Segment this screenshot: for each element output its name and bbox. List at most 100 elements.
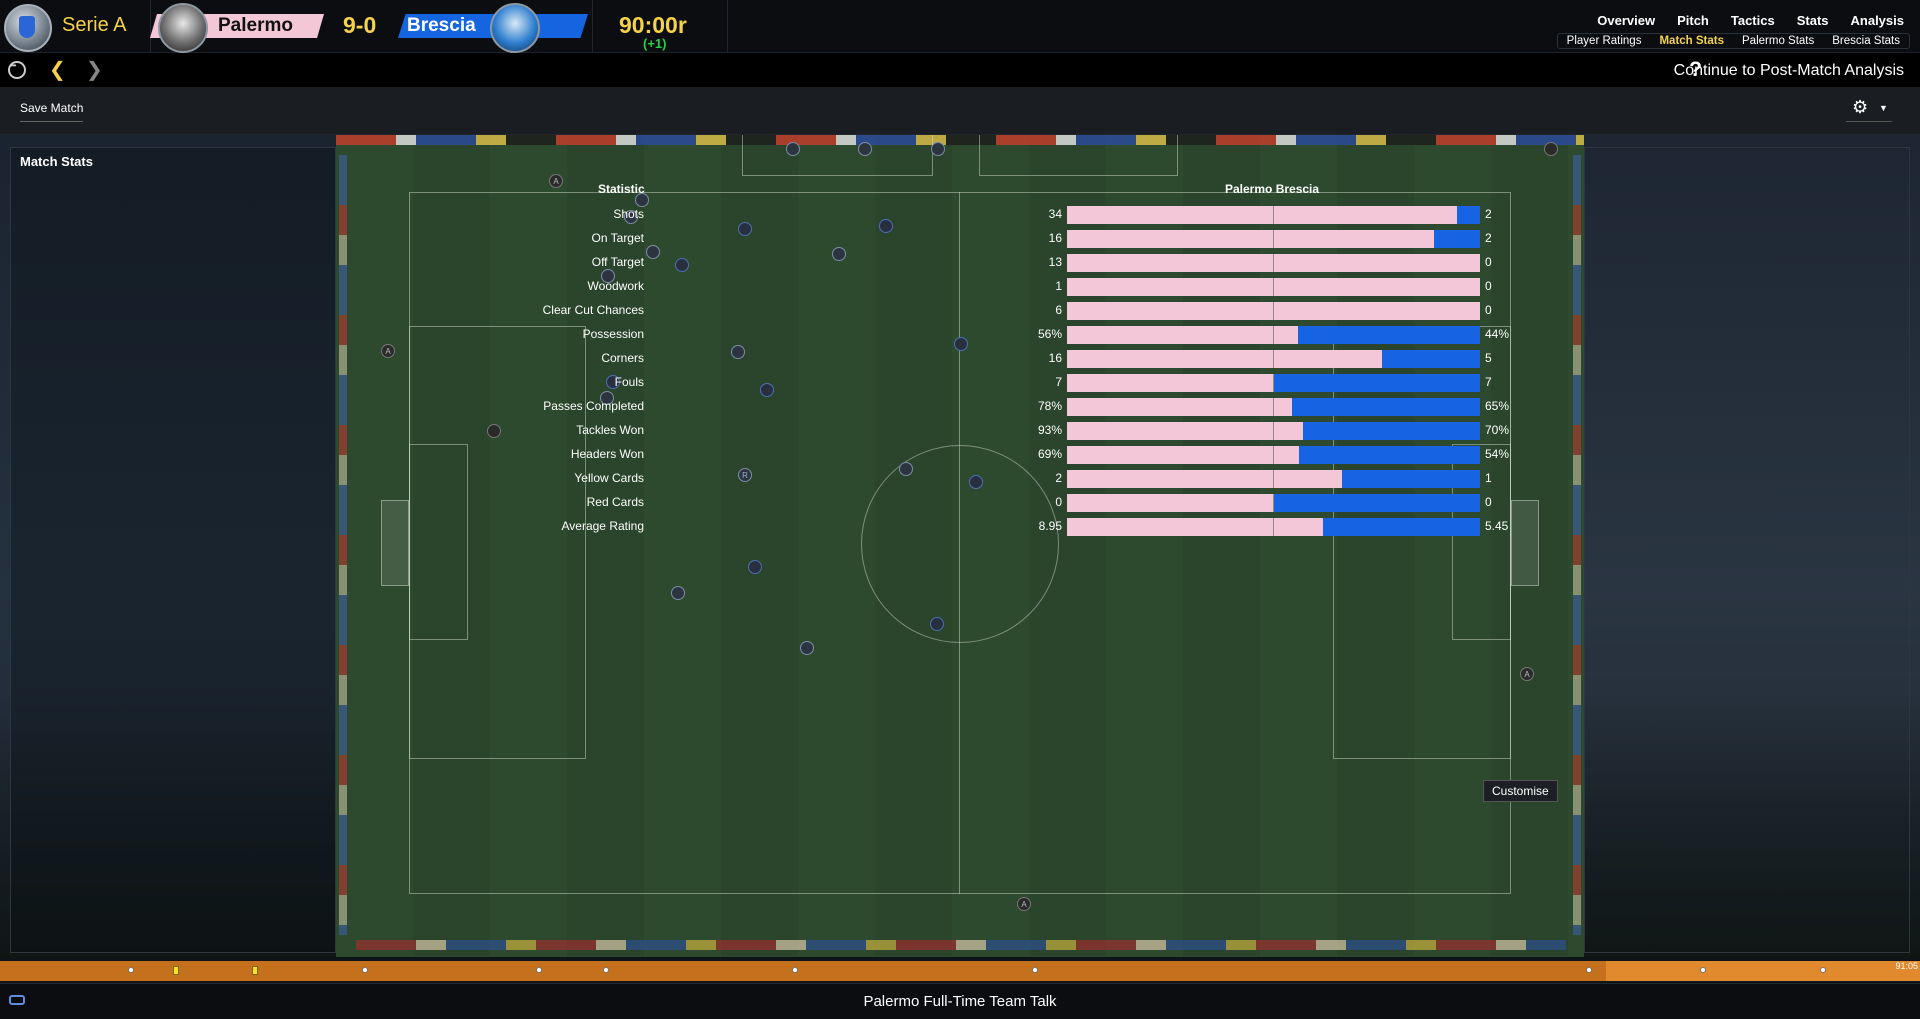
tab-analysis[interactable]: Analysis	[1850, 13, 1904, 28]
timeline-event-marker[interactable]	[536, 967, 542, 973]
yellow-card-icon[interactable]	[252, 966, 258, 975]
referee-marker[interactable]: A	[549, 174, 563, 188]
away-team-name[interactable]: Brescia	[407, 15, 476, 36]
away-value: 1	[1485, 471, 1492, 485]
player-marker[interactable]	[675, 258, 689, 272]
player-marker[interactable]	[606, 375, 620, 389]
timeline-time: 91:05	[1895, 961, 1918, 971]
bar-midpoint	[1273, 206, 1274, 224]
keyboard-icon[interactable]	[9, 995, 25, 1005]
match-timeline[interactable]: 91:05	[0, 961, 1920, 981]
tab-pitch[interactable]: Pitch	[1677, 13, 1709, 28]
home-share-fill	[1067, 518, 1323, 536]
player-marker[interactable]	[760, 383, 774, 397]
player-marker[interactable]	[600, 391, 614, 405]
forward-arrow-icon[interactable]: ❯	[86, 59, 103, 81]
player-marker[interactable]	[931, 142, 945, 156]
brescia-crest-icon[interactable]	[490, 3, 540, 53]
team-talk-button[interactable]: Palermo Full-Time Team Talk	[863, 993, 1057, 1010]
stat-comparison-bar	[1067, 350, 1480, 368]
palermo-crest-icon[interactable]	[158, 3, 208, 53]
player-marker[interactable]	[487, 424, 501, 438]
serie-a-logo-icon[interactable]	[4, 4, 52, 52]
save-match-button[interactable]: Save Match	[20, 101, 84, 122]
yellow-card-icon[interactable]	[173, 966, 179, 975]
player-marker[interactable]	[738, 222, 752, 236]
stat-label: Clear Cut Chances	[542, 303, 644, 317]
bar-midpoint	[1273, 350, 1274, 368]
stat-comparison-bar	[1067, 446, 1480, 464]
home-team-name[interactable]: Palermo	[218, 15, 293, 36]
player-marker[interactable]	[800, 641, 814, 655]
player-marker[interactable]: R	[738, 468, 752, 482]
divider	[727, 0, 728, 52]
timeline-event-marker[interactable]	[128, 967, 134, 973]
away-value: 5.45	[1485, 519, 1509, 533]
player-marker[interactable]	[879, 219, 893, 233]
timeline-event-marker[interactable]	[1820, 967, 1826, 973]
pitch-view[interactable]: A A A A R	[336, 135, 1584, 957]
timeline-event-marker[interactable]	[1032, 967, 1038, 973]
stats-header-teams: Palermo Brescia	[1225, 182, 1320, 196]
referee-marker[interactable]: A	[1017, 897, 1031, 911]
home-value: 1	[1055, 279, 1062, 293]
player-marker[interactable]	[748, 560, 762, 574]
player-marker[interactable]	[786, 142, 800, 156]
bar-midpoint	[1273, 398, 1274, 416]
added-time: (+1)	[643, 36, 667, 51]
subtab-brescia-stats[interactable]: Brescia Stats	[1832, 35, 1900, 47]
league-name[interactable]: Serie A	[62, 14, 127, 36]
player-marker[interactable]	[646, 245, 660, 259]
help-icon[interactable]: ?	[1689, 58, 1702, 81]
timeline-event-marker[interactable]	[1700, 967, 1706, 973]
back-arrow-icon[interactable]: ❮	[49, 59, 66, 81]
player-marker[interactable]	[954, 337, 968, 351]
tab-overview[interactable]: Overview	[1597, 13, 1656, 28]
stat-comparison-bar	[1067, 518, 1480, 536]
player-marker[interactable]	[601, 269, 615, 283]
away-value: 7	[1485, 375, 1492, 389]
timeline-event-marker[interactable]	[1586, 967, 1592, 973]
home-value: 6	[1055, 303, 1062, 317]
player-marker[interactable]	[969, 475, 983, 489]
customise-button[interactable]: Customise	[1483, 780, 1558, 802]
stat-comparison-bar	[1067, 254, 1480, 272]
match-clock: 90:00r	[619, 12, 687, 38]
subtab-player-ratings[interactable]: Player Ratings	[1566, 35, 1642, 47]
stat-label: Fouls	[614, 375, 644, 389]
away-value: 70%	[1485, 423, 1510, 437]
referee-marker[interactable]: A	[381, 344, 395, 358]
player-marker[interactable]	[671, 586, 685, 600]
pitch-boundary	[409, 192, 1511, 894]
player-marker[interactable]	[899, 462, 913, 476]
advertising-board-left	[339, 155, 347, 935]
tab-tactics[interactable]: Tactics	[1730, 13, 1775, 28]
stat-comparison-bar	[1067, 230, 1480, 248]
player-marker[interactable]	[635, 193, 649, 207]
referee-marker[interactable]: A	[1520, 667, 1534, 681]
player-marker[interactable]	[624, 210, 638, 224]
settings-menu-button[interactable]: ⚙ ▼	[1846, 97, 1892, 122]
player-marker[interactable]	[858, 142, 872, 156]
tab-stats[interactable]: Stats	[1796, 13, 1829, 28]
subtab-match-stats[interactable]: Match Stats	[1659, 35, 1725, 47]
player-marker[interactable]	[731, 345, 745, 359]
timeline-event-marker[interactable]	[362, 967, 368, 973]
home-icon[interactable]	[8, 61, 26, 79]
bar-midpoint	[1273, 230, 1274, 248]
home-value: 16	[1048, 351, 1062, 365]
player-marker[interactable]	[930, 617, 944, 631]
goal-area-left	[409, 444, 468, 640]
subtab-palermo-stats[interactable]: Palermo Stats	[1742, 35, 1815, 47]
player-marker[interactable]	[832, 247, 846, 261]
home-value: 78%	[1037, 399, 1062, 413]
stat-label: Shots	[613, 207, 644, 221]
stat-comparison-bar	[1067, 422, 1480, 440]
player-marker[interactable]	[1544, 142, 1558, 156]
timeline-event-marker[interactable]	[603, 967, 609, 973]
match-stats-panel: Match Stats	[10, 147, 336, 953]
continue-button[interactable]: Continue to Post-Match Analysis	[1673, 62, 1904, 79]
stadium-background-left	[0, 135, 336, 957]
away-value: 0	[1485, 495, 1492, 509]
timeline-event-marker[interactable]	[792, 967, 798, 973]
